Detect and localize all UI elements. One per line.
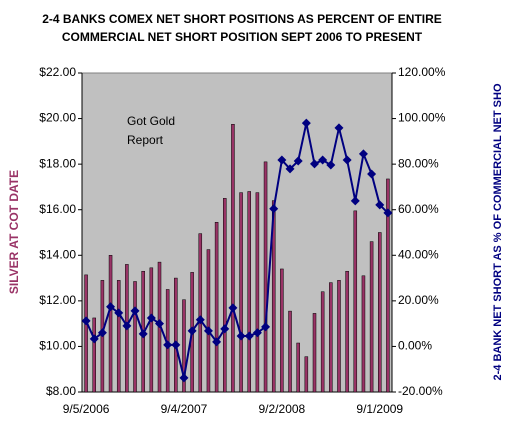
bar <box>288 310 292 393</box>
y-tick-label: $12.00 <box>39 293 76 307</box>
y2-tick-label: 100.00% <box>398 111 446 125</box>
marker <box>310 159 319 169</box>
y2-axis-label: 2-4 BANK NET SHORT AS % OF COMMERCIAL NE… <box>492 83 504 380</box>
marker <box>146 313 156 323</box>
bar <box>255 192 260 393</box>
marker <box>122 321 132 331</box>
bar <box>304 356 309 393</box>
marker <box>97 328 107 338</box>
marker <box>285 164 295 174</box>
x-tick-label: 9/2/2008 <box>259 402 306 416</box>
bar <box>231 124 235 393</box>
marker <box>293 156 303 166</box>
bar <box>337 280 341 393</box>
marker <box>326 160 336 170</box>
marker <box>228 303 238 313</box>
bar <box>92 317 96 393</box>
marker <box>106 302 116 312</box>
bar <box>361 275 366 393</box>
marker <box>195 315 205 325</box>
marker <box>244 331 254 341</box>
marker <box>350 196 360 206</box>
bar <box>198 233 203 393</box>
bar <box>280 268 284 393</box>
marker <box>130 306 140 316</box>
x-tick-label: 9/5/2006 <box>63 402 110 416</box>
bar <box>320 291 325 393</box>
x-tick-label: 9/4/2007 <box>161 402 208 416</box>
marker <box>81 316 91 326</box>
chart-title: COMMERCIAL NET SHORT POSITION SEPT 2006 … <box>62 30 423 44</box>
bar <box>345 270 349 393</box>
bar <box>378 232 382 393</box>
bar <box>239 192 243 393</box>
x-tick-label: 9/1/2009 <box>356 402 403 416</box>
bar <box>386 178 390 393</box>
bar <box>174 277 178 393</box>
bar <box>116 280 121 393</box>
y-tick-label: $18.00 <box>39 156 76 170</box>
y2-tick-label: 60.00% <box>398 202 439 216</box>
y-tick-label: $22.00 <box>39 65 76 79</box>
bar <box>312 313 317 393</box>
marker <box>220 324 230 334</box>
y-tick-label: $10.00 <box>39 339 76 353</box>
bar <box>296 342 300 393</box>
bar <box>369 241 374 393</box>
marker <box>252 328 262 338</box>
marker <box>155 319 164 329</box>
marker <box>236 331 246 341</box>
y2-tick-label: 80.00% <box>398 156 439 170</box>
bar <box>206 249 211 393</box>
marker <box>342 155 352 165</box>
marker <box>171 340 181 350</box>
bar <box>223 198 227 393</box>
marker <box>114 308 124 318</box>
y2-tick-label: 40.00% <box>398 247 439 261</box>
bar <box>271 200 276 393</box>
y-tick-label: $14.00 <box>39 247 76 261</box>
annotation: Report <box>127 133 164 147</box>
annotation: Got Gold <box>127 114 175 128</box>
marker <box>138 329 148 339</box>
marker <box>358 149 368 159</box>
bar <box>353 210 358 393</box>
bar <box>84 274 88 393</box>
bar <box>263 161 268 393</box>
y2-tick-label: 0.00% <box>398 339 432 353</box>
bar <box>247 191 251 393</box>
marker <box>179 373 189 383</box>
marker <box>318 155 328 165</box>
marker <box>212 337 222 347</box>
marker <box>334 123 344 133</box>
marker <box>277 155 287 165</box>
marker <box>187 326 197 336</box>
marker <box>203 326 213 336</box>
bar <box>133 281 137 393</box>
chart-title: 2-4 BANKS COMEX NET SHORT POSITIONS AS P… <box>42 12 442 26</box>
bar <box>108 255 113 393</box>
bar <box>214 221 219 393</box>
marker <box>269 204 279 214</box>
y-tick-label: $8.00 <box>46 384 76 398</box>
marker <box>367 169 377 179</box>
marker <box>163 340 173 350</box>
marker <box>375 200 385 210</box>
y-tick-label: $16.00 <box>39 202 76 216</box>
marker <box>89 334 99 344</box>
marker <box>383 208 393 218</box>
bar <box>149 267 154 393</box>
bar <box>329 282 333 393</box>
y-tick-label: $20.00 <box>39 111 76 125</box>
y2-tick-label: 20.00% <box>398 293 439 307</box>
y-axis-label: SILVER AT COT DATE <box>7 170 21 294</box>
y2-tick-label: 120.00% <box>398 65 446 79</box>
bar <box>182 299 186 393</box>
line <box>85 122 389 379</box>
y2-tick-label: -20.00% <box>398 384 443 398</box>
marker <box>261 322 271 332</box>
marker <box>301 118 311 128</box>
